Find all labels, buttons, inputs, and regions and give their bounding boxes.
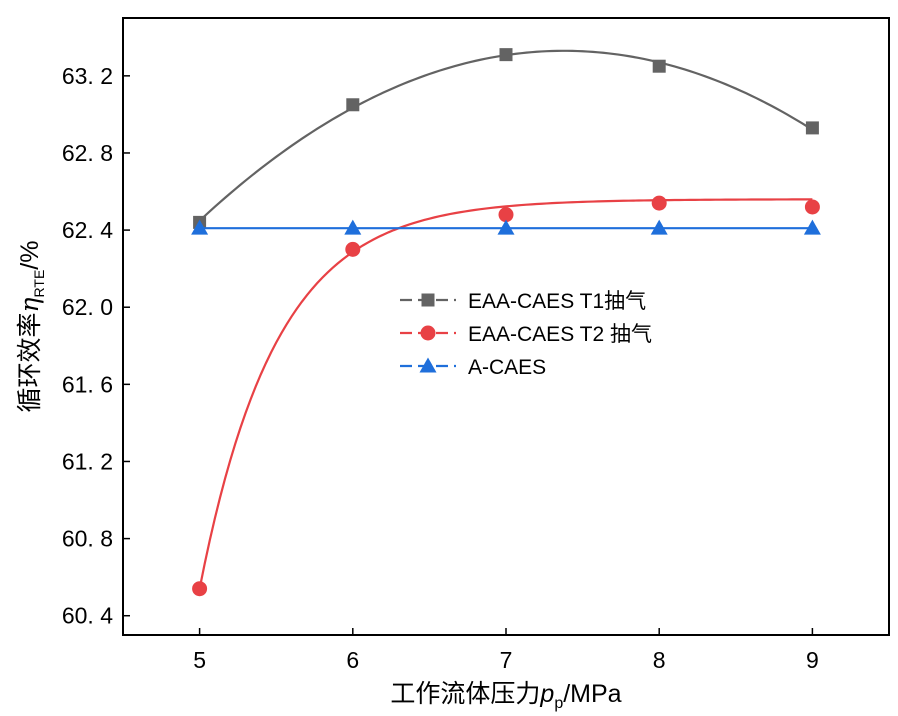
y-tick-label: 63. 2 <box>62 63 113 89</box>
legend: EAA-CAES T1抽气 EAA-CAES T2 抽气 A-CAES <box>400 290 652 379</box>
y-axis-label-unit: /% <box>16 241 44 270</box>
legend-marker <box>421 293 435 307</box>
data-point <box>192 581 208 597</box>
x-tick-label: 8 <box>653 647 666 673</box>
data-point <box>346 98 360 112</box>
y-axis-label-symbol: η <box>15 297 44 312</box>
data-point <box>345 241 361 257</box>
legend-entry: EAA-CAES T1抽气 <box>400 290 646 313</box>
y-tick-label: 60. 8 <box>62 526 113 552</box>
data-point <box>650 219 668 235</box>
data-point <box>805 121 819 135</box>
y-axis-label-main: 循环效率 <box>15 312 44 412</box>
data-point <box>499 48 513 62</box>
legend-entry: A-CAES <box>400 356 546 379</box>
x-axis-label-symbol: p <box>539 680 554 708</box>
x-axis-label-main: 工作流体压力 <box>390 679 540 708</box>
data-point <box>803 219 821 235</box>
x-tick-label: 5 <box>193 647 206 673</box>
legend-label: A-CAES <box>468 356 546 379</box>
x-axis-label-unit: /MPa <box>563 680 621 708</box>
y-axis-label: 循环效率ηRTE/% <box>15 241 47 413</box>
y-tick-label: 61. 2 <box>62 448 113 474</box>
x-tick-label: 6 <box>346 647 359 673</box>
legend-entry: EAA-CAES T2 抽气 <box>400 323 652 346</box>
data-point <box>652 59 666 73</box>
y-tick-label: 62. 4 <box>62 217 113 243</box>
legend-label: EAA-CAES T2 抽气 <box>468 323 652 346</box>
series-2 <box>192 195 820 597</box>
series-line <box>198 49 813 222</box>
y-tick-label: 62. 8 <box>62 140 113 166</box>
y-tick-label: 62. 0 <box>62 294 113 320</box>
x-axis-label-subscript: p <box>554 695 563 712</box>
series-3 <box>191 219 821 235</box>
data-point <box>344 219 362 235</box>
y-tick-label: 61. 6 <box>62 371 113 397</box>
legend-marker <box>420 325 436 341</box>
x-tick-label: 9 <box>806 647 819 673</box>
x-axis-label: 工作流体压力pp/MPa <box>390 679 621 712</box>
plot-area: 5 6 7 8 9 60. 4 60. 8 61. 2 61. 6 62. 0 62. 4 62. 8… <box>62 17 890 673</box>
data-point <box>498 207 514 223</box>
x-tick-label: 7 <box>500 647 513 673</box>
series-1 <box>193 48 819 229</box>
legend-label: EAA-CAES T1抽气 <box>468 290 646 313</box>
data-point <box>191 219 209 235</box>
data-point <box>651 195 667 211</box>
y-axis-label-subscript: RTE <box>31 270 47 298</box>
legend-marker <box>419 357 437 373</box>
data-point <box>497 219 515 235</box>
series-line <box>198 198 813 589</box>
y-tick-label: 60. 4 <box>62 603 113 629</box>
data-point <box>804 199 820 215</box>
